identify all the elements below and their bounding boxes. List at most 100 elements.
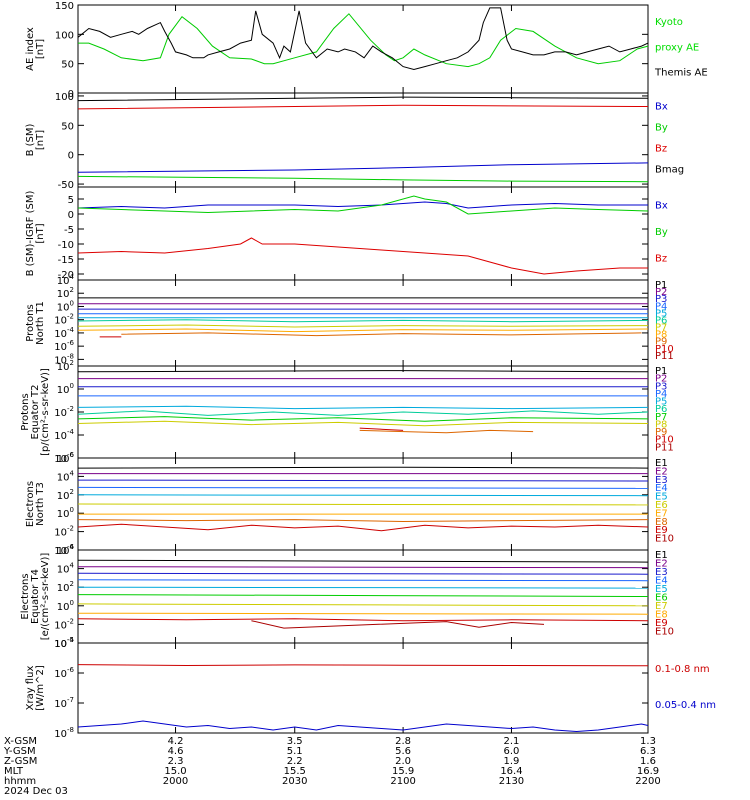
x-axis-row-value: 2.2 <box>287 756 303 767</box>
series-line-e8 <box>77 612 649 615</box>
x-axis-row-value: 2030 <box>282 776 307 787</box>
y-tick-exponent: -7 <box>67 696 74 704</box>
x-axis-row-value: 2000 <box>163 776 188 787</box>
x-axis-row-value: 16.4 <box>500 766 522 777</box>
series-line-themis-ae <box>77 7 649 71</box>
series-line-kyoto-proxy-ae <box>78 13 649 68</box>
y-tick-exponent: -4 <box>67 543 75 551</box>
y-axis-label: North T1 <box>35 301 46 345</box>
legend-entry: E9 <box>655 618 668 629</box>
series-line-p7 <box>77 324 649 328</box>
legend-entry: P7 <box>655 323 667 334</box>
y-tick-label: 104 <box>57 273 75 287</box>
x-axis-row-value: 4.6 <box>168 746 184 757</box>
y-tick-label: -50 <box>58 180 74 191</box>
y-tick-label: 10-7 <box>54 696 74 710</box>
y-tick-exponent: -4 <box>67 326 75 334</box>
x-axis-row-value: 5.1 <box>287 746 303 757</box>
y-axis-label: [p/(cm²-s-sr-keV)] <box>40 368 51 456</box>
y-tick-label: 100 <box>57 299 74 313</box>
legend-entry: E5 <box>655 492 668 503</box>
y-axis-label: [e/(cm²-s-sr-keV)] <box>40 553 51 641</box>
series-line-e6 <box>77 594 649 597</box>
series-line-0-05-0-4-nm <box>77 720 649 733</box>
y-tick-label: 0 <box>68 89 74 100</box>
legend-entry: E1 <box>655 550 668 561</box>
x-axis-row-label: Y-GSM <box>3 746 36 757</box>
x-axis-row-value: 1.6 <box>640 756 656 767</box>
y-tick-label: 102 <box>57 580 74 594</box>
y-tick-label: 106 <box>57 451 75 465</box>
legend-entry: P6 <box>655 404 667 415</box>
y-axis-label: Equator T2 <box>30 385 41 440</box>
y-tick-label: 5 <box>68 195 74 206</box>
y-tick-exponent: 6 <box>70 451 75 459</box>
y-tick-exponent: -4 <box>67 428 75 436</box>
legend-entry: E10 <box>655 627 674 638</box>
legend-entry: E7 <box>655 508 668 519</box>
legend-entry: E2 <box>655 466 668 477</box>
y-tick-exponent: 0 <box>70 299 74 307</box>
series-line-0-1-0-8-nm <box>77 664 649 667</box>
y-tick-exponent: 0 <box>70 382 74 390</box>
series-line-e6 <box>77 503 649 506</box>
y-tick-exponent: -5 <box>67 636 74 644</box>
x-axis-row-value: 2.8 <box>395 736 411 747</box>
y-tick-exponent: -2 <box>67 617 74 625</box>
legend-entry: proxy AE <box>655 42 699 53</box>
series-line-p1 <box>77 370 649 373</box>
legend-entry: Bmag <box>655 164 684 175</box>
legend-entry: P2 <box>655 374 667 385</box>
legend-entry: P3 <box>655 381 667 392</box>
y-tick-exponent: -4 <box>67 636 75 644</box>
series-line-bz <box>77 104 649 110</box>
y-tick-exponent: 4 <box>70 562 75 570</box>
y-tick-exponent: -8 <box>67 726 74 734</box>
y-tick-exponent: 4 <box>70 273 75 281</box>
legend-entry: P10 <box>655 435 674 446</box>
y-tick-exponent: 0 <box>70 599 74 607</box>
y-axis-label: B (SM)-IGRF (SM) <box>25 191 36 277</box>
x-axis-row-value: 2100 <box>390 776 415 787</box>
x-axis-row-value: 2.0 <box>395 756 411 767</box>
y-tick-label: 10-5 <box>54 636 74 650</box>
legend-entry: 0.1-0.8 nm <box>655 664 710 675</box>
series-line-p10 <box>359 427 404 431</box>
y-tick-label: 10-2 <box>54 313 74 327</box>
y-tick-label: 104 <box>57 562 75 576</box>
y-tick-label: 100 <box>57 382 74 396</box>
legend-entry: P11 <box>655 351 674 362</box>
series-line-e9 <box>77 523 649 532</box>
legend-entry: Bx <box>655 200 668 211</box>
x-axis-row-label: MLT <box>4 766 24 777</box>
legend-entry: P8 <box>655 330 667 341</box>
legend-entry: P4 <box>655 389 667 400</box>
y-tick-exponent: -2 <box>67 313 74 321</box>
series-line-e10 <box>251 620 545 629</box>
series-line-e8 <box>77 519 649 523</box>
x-axis-row-value: 6.3 <box>640 746 656 757</box>
legend-entry: E9 <box>655 525 668 536</box>
y-axis-label: North T3 <box>35 482 46 526</box>
x-axis-row-label: X-GSM <box>4 736 37 747</box>
y-tick-label: -10 <box>58 240 74 251</box>
legend-entry: Bx <box>655 102 668 113</box>
x-axis-row-value: 2.1 <box>504 736 520 747</box>
legend-entry: E10 <box>655 534 674 545</box>
y-tick-label: 10-4 <box>54 326 74 340</box>
y-tick-exponent: -2 <box>67 525 74 533</box>
y-tick-label: 10-6 <box>54 666 74 680</box>
series-line-bmag <box>77 96 649 102</box>
y-tick-label: -20 <box>58 270 74 281</box>
x-axis-row-value: 6.0 <box>504 746 520 757</box>
y-tick-label: 0 <box>68 151 74 162</box>
legend-entry: P9 <box>655 337 667 348</box>
y-tick-exponent: 2 <box>70 488 74 496</box>
y-tick-exponent: 2 <box>70 286 74 294</box>
y-tick-label: 100 <box>55 92 74 103</box>
legend-entry: E8 <box>655 610 668 621</box>
x-axis-row-value: 5.6 <box>395 746 411 757</box>
